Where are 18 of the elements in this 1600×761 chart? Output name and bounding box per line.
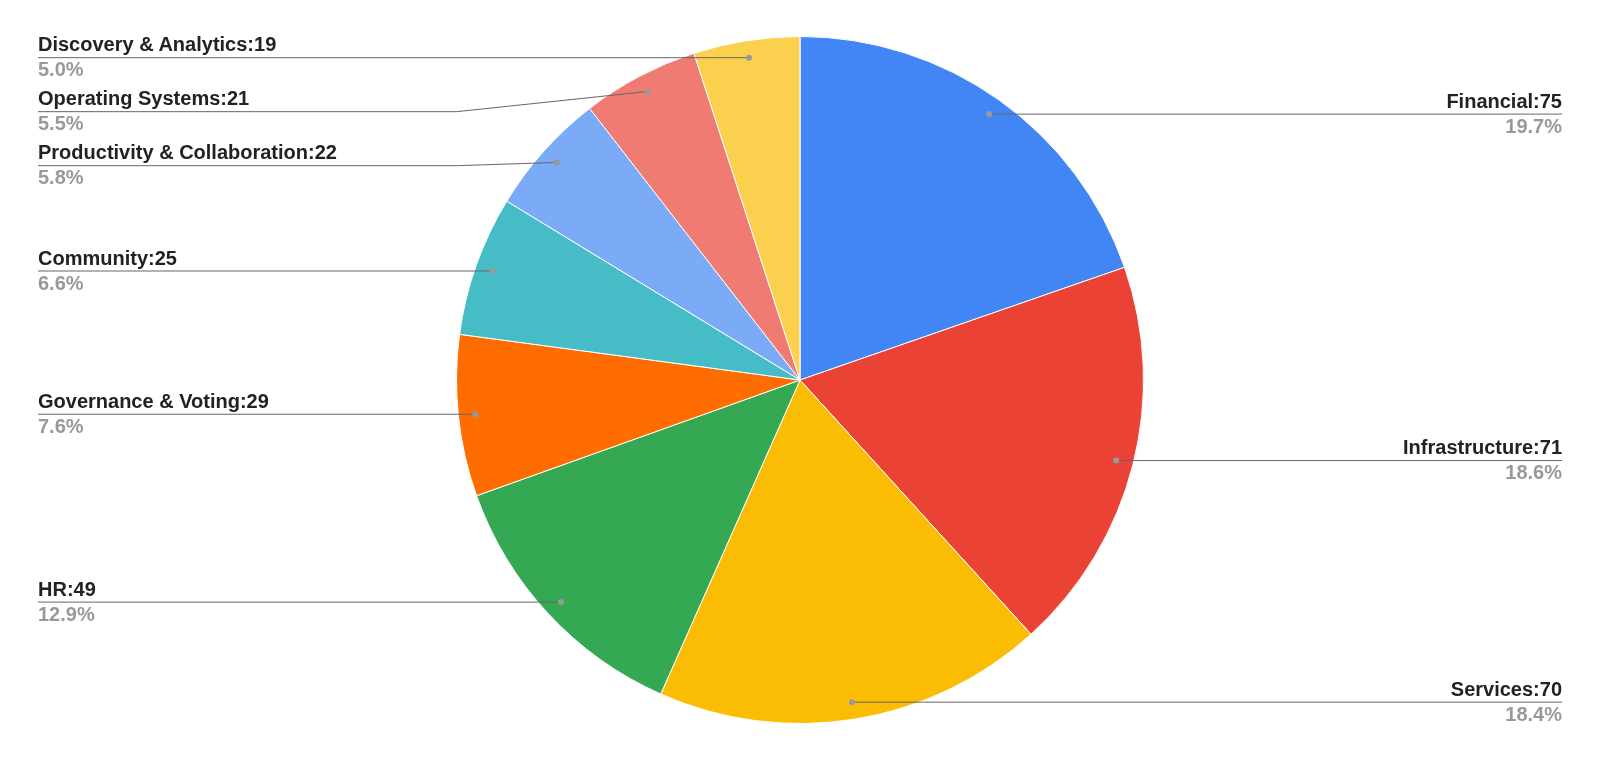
slice-label: Productivity & Collaboration:22 — [38, 141, 337, 164]
data-label: 19.7% — [1505, 114, 1563, 137]
data-label: 18.6% — [1505, 461, 1563, 484]
slice-label: Community:25 — [38, 246, 177, 269]
data-label: 6.6% — [38, 271, 84, 294]
data-label: 5.0% — [38, 58, 84, 81]
data-label: 5.8% — [38, 166, 84, 189]
data-label: 18.4% — [1505, 702, 1563, 725]
data-label: 5.5% — [38, 112, 84, 135]
slice-label: Financial:75 — [1446, 89, 1562, 112]
data-label: 7.6% — [38, 414, 84, 437]
slice-label: Services:70 — [1450, 677, 1562, 700]
slice-label: Governance & Voting:29 — [38, 389, 269, 412]
slice-label: Operating Systems:21 — [38, 87, 250, 110]
slice-label: Infrastructure:71 — [1403, 436, 1562, 459]
slice-label: Discovery & Analytics:19 — [38, 33, 277, 56]
slice-label: HR:49 — [38, 577, 96, 600]
data-label: 12.9% — [38, 602, 95, 625]
